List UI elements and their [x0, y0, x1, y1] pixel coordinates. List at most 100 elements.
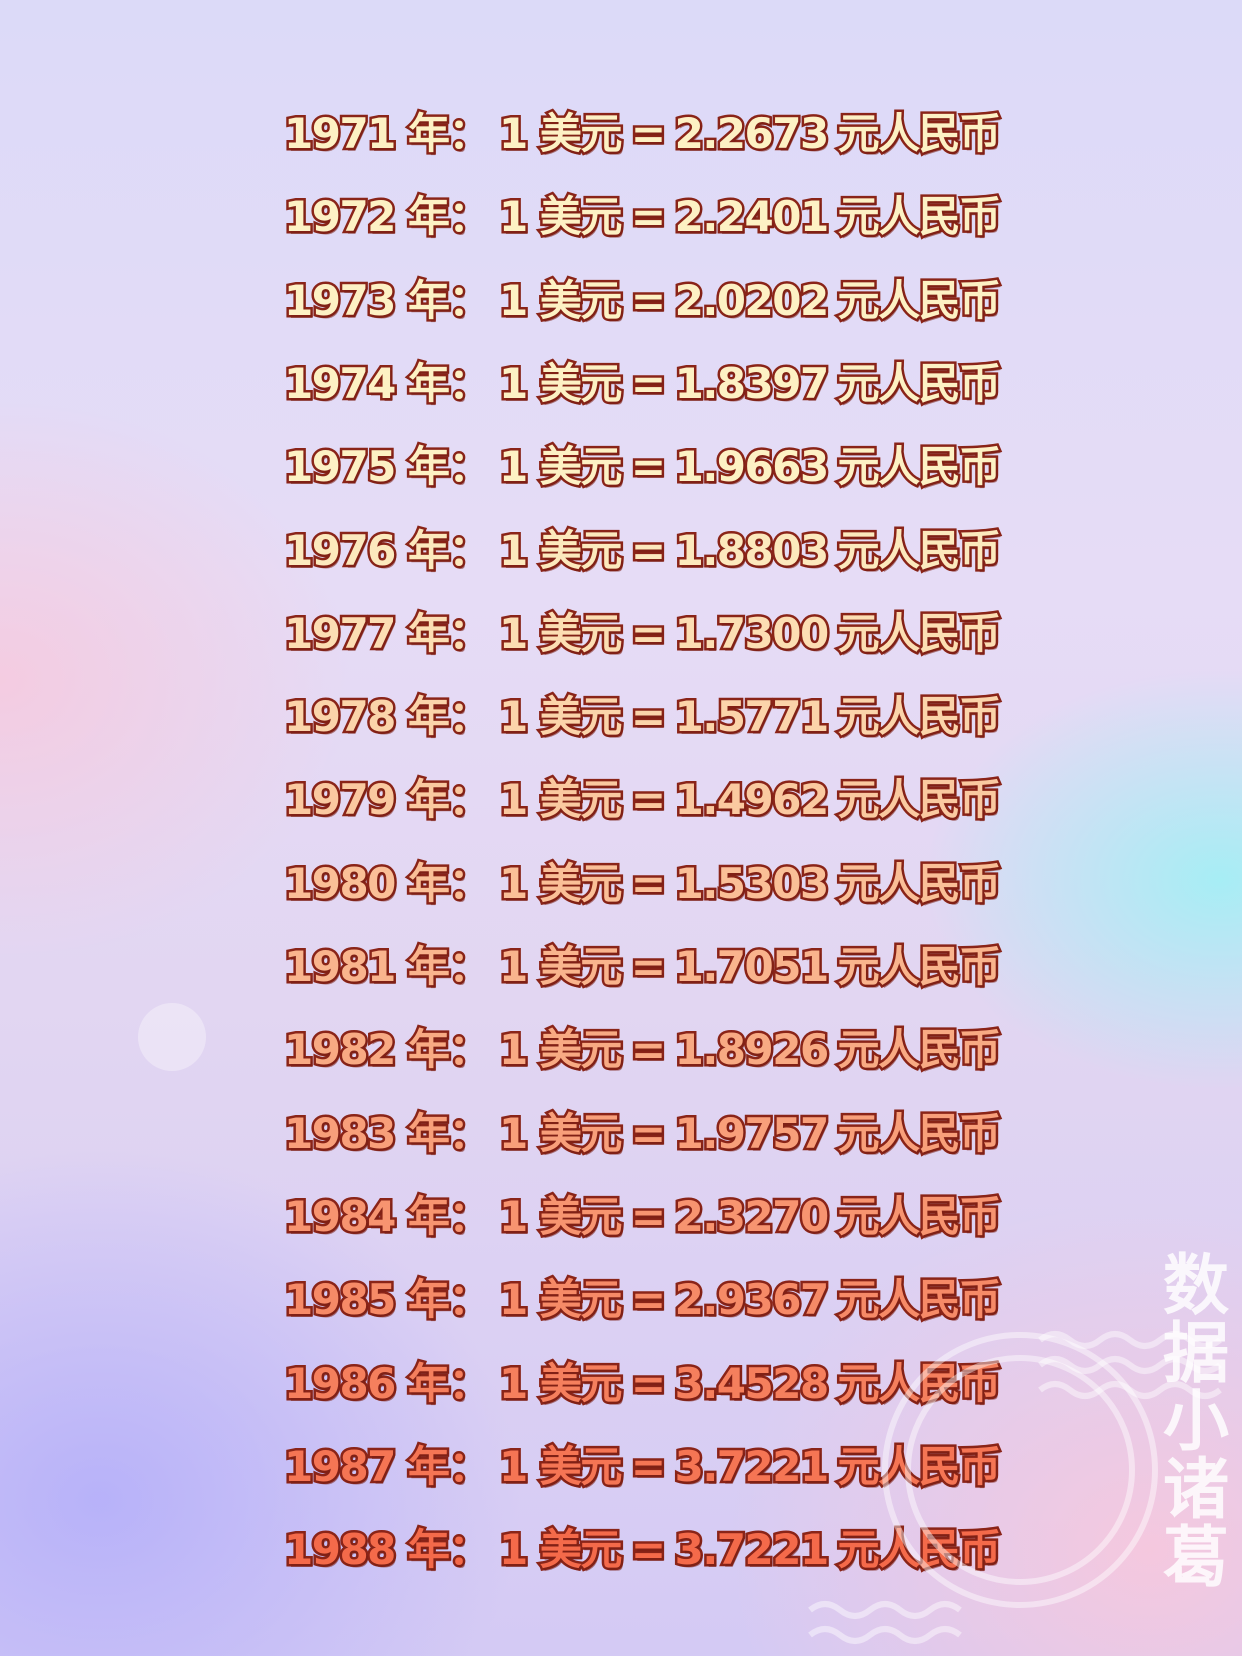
rate-row-eq: = [628, 523, 668, 577]
rate-row-eq: = [628, 606, 668, 660]
rate-row-year: 1986 年： [281, 1356, 493, 1410]
rate-row-usd: 1 美元 [497, 940, 625, 994]
rate-row-eq: = [628, 107, 668, 161]
rate-row-year: 1974 年： [281, 356, 493, 410]
rate-row: 1978 年： 1 美元 = 1.5771 元人民币 [281, 687, 1003, 747]
rate-row-usd: 1 美元 [497, 356, 625, 410]
rate-row-unit: 元人民币 [835, 1273, 1004, 1327]
rate-row-eq: = [628, 1106, 668, 1160]
rate-row: 1988 年： 1 美元 = 3.7221 元人民币 [281, 1520, 1003, 1580]
rate-row-eq: = [628, 856, 668, 910]
rate-row-rate: 1.8397 [672, 356, 832, 410]
rate-row-unit: 元人民币 [835, 1523, 1004, 1577]
rate-row: 1981 年： 1 美元 = 1.7051 元人民币 [281, 937, 1003, 997]
rate-row-unit: 元人民币 [835, 440, 1004, 494]
rate-row-usd: 1 美元 [497, 773, 625, 827]
rate-row-unit: 元人民币 [835, 356, 1004, 410]
rate-row-eq: = [628, 1523, 668, 1577]
rate-row-eq: = [628, 1023, 668, 1077]
rate-row-unit: 元人民币 [835, 273, 1004, 327]
rate-row-eq: = [628, 1356, 668, 1410]
rate-row-unit: 元人民币 [835, 690, 1004, 744]
rate-row-year: 1982 年： [281, 1023, 493, 1077]
rate-row-year: 1977 年： [281, 606, 493, 660]
rate-row: 1986 年： 1 美元 = 3.4528 元人民币 [281, 1354, 1003, 1414]
rate-row-rate: 1.7300 [672, 606, 832, 660]
rate-row-rate: 1.9757 [672, 1106, 832, 1160]
rate-row-usd: 1 美元 [497, 606, 625, 660]
rate-row-unit: 元人民币 [835, 190, 1004, 244]
rate-row: 1980 年： 1 美元 = 1.5303 元人民币 [281, 854, 1003, 914]
rate-row-unit: 元人民币 [835, 1439, 1004, 1493]
rate-row: 1974 年： 1 美元 = 1.8397 元人民币 [281, 354, 1003, 414]
rate-row-rate: 1.4962 [672, 773, 832, 827]
rate-row-rate: 2.9367 [672, 1273, 832, 1327]
rate-row-unit: 元人民币 [835, 940, 1004, 994]
rate-row-unit: 元人民币 [835, 1023, 1004, 1077]
rate-row-usd: 1 美元 [497, 273, 625, 327]
decorative-bubble [138, 1003, 206, 1071]
rate-row: 1977 年： 1 美元 = 1.7300 元人民币 [281, 604, 1003, 664]
rate-row-year: 1981 年： [281, 940, 493, 994]
rate-row-eq: = [628, 773, 668, 827]
rate-row: 1975 年： 1 美元 = 1.9663 元人民币 [281, 437, 1003, 497]
rate-row: 1972 年： 1 美元 = 2.2401 元人民币 [281, 187, 1003, 247]
rate-row-year: 1983 年： [281, 1106, 493, 1160]
rate-row-usd: 1 美元 [497, 1273, 625, 1327]
rate-row-year: 1979 年： [281, 773, 493, 827]
rate-row-usd: 1 美元 [497, 1523, 625, 1577]
rate-row-usd: 1 美元 [497, 523, 625, 577]
rate-row-year: 1985 年： [281, 1273, 493, 1327]
rate-row-rate: 2.2673 [672, 107, 832, 161]
rate-row-usd: 1 美元 [497, 856, 625, 910]
rate-row-eq: = [628, 1439, 668, 1493]
rate-row: 1985 年： 1 美元 = 2.9367 元人民币 [281, 1270, 1003, 1330]
rate-row-rate: 1.5771 [672, 690, 832, 744]
rate-row: 1976 年： 1 美元 = 1.8803 元人民币 [281, 521, 1003, 581]
rate-row-eq: = [628, 440, 668, 494]
rate-row: 1982 年： 1 美元 = 1.8926 元人民币 [281, 1020, 1003, 1080]
rate-row-eq: = [628, 273, 668, 327]
rate-row-year: 1988 年： [281, 1523, 493, 1577]
rate-row-rate: 3.4528 [672, 1356, 832, 1410]
rate-row-rate: 1.5303 [672, 856, 832, 910]
rate-row-rate: 1.7051 [672, 940, 832, 994]
rate-row-rate: 1.9663 [672, 440, 832, 494]
rate-row-year: 1984 年： [281, 1189, 493, 1243]
rate-row-year: 1978 年： [281, 690, 493, 744]
rate-row-year: 1972 年： [281, 190, 493, 244]
rate-row-year: 1976 年： [281, 523, 493, 577]
rate-row-eq: = [628, 190, 668, 244]
rate-row-usd: 1 美元 [497, 1356, 625, 1410]
rate-row-rate: 2.0202 [672, 273, 832, 327]
rate-row: 1987 年： 1 美元 = 3.7221 元人民币 [281, 1437, 1003, 1497]
rate-row: 1971 年： 1 美元 = 2.2673 元人民币 [281, 104, 1003, 164]
rate-row-rate: 1.8803 [672, 523, 832, 577]
rate-row-unit: 元人民币 [835, 773, 1004, 827]
rate-row-unit: 元人民币 [835, 107, 1004, 161]
rate-row-rate: 3.7221 [672, 1439, 832, 1493]
rate-row-usd: 1 美元 [497, 1189, 625, 1243]
rate-row-usd: 1 美元 [497, 440, 625, 494]
rate-row: 1973 年： 1 美元 = 2.0202 元人民币 [281, 271, 1003, 331]
rate-row-unit: 元人民币 [835, 1106, 1004, 1160]
rate-row-eq: = [628, 690, 668, 744]
rate-row-eq: = [628, 1273, 668, 1327]
rate-row-year: 1987 年： [281, 1439, 493, 1493]
rate-row-year: 1971 年： [281, 107, 493, 161]
rate-row-year: 1973 年： [281, 273, 493, 327]
rate-row-usd: 1 美元 [497, 1106, 625, 1160]
rate-row-unit: 元人民币 [835, 523, 1004, 577]
rate-row-rate: 2.3270 [672, 1189, 832, 1243]
rate-row-year: 1975 年： [281, 440, 493, 494]
rate-row-eq: = [628, 940, 668, 994]
rate-row: 1983 年： 1 美元 = 1.9757 元人民币 [281, 1104, 1003, 1164]
rate-row: 1979 年： 1 美元 = 1.4962 元人民币 [281, 770, 1003, 830]
rate-row-year: 1980 年： [281, 856, 493, 910]
rate-row-rate: 2.2401 [672, 190, 832, 244]
rate-row-usd: 1 美元 [497, 1439, 625, 1493]
rate-row-rate: 3.7221 [672, 1523, 832, 1577]
rate-row-eq: = [628, 1189, 668, 1243]
rate-row-unit: 元人民币 [835, 606, 1004, 660]
rate-row-usd: 1 美元 [497, 690, 625, 744]
